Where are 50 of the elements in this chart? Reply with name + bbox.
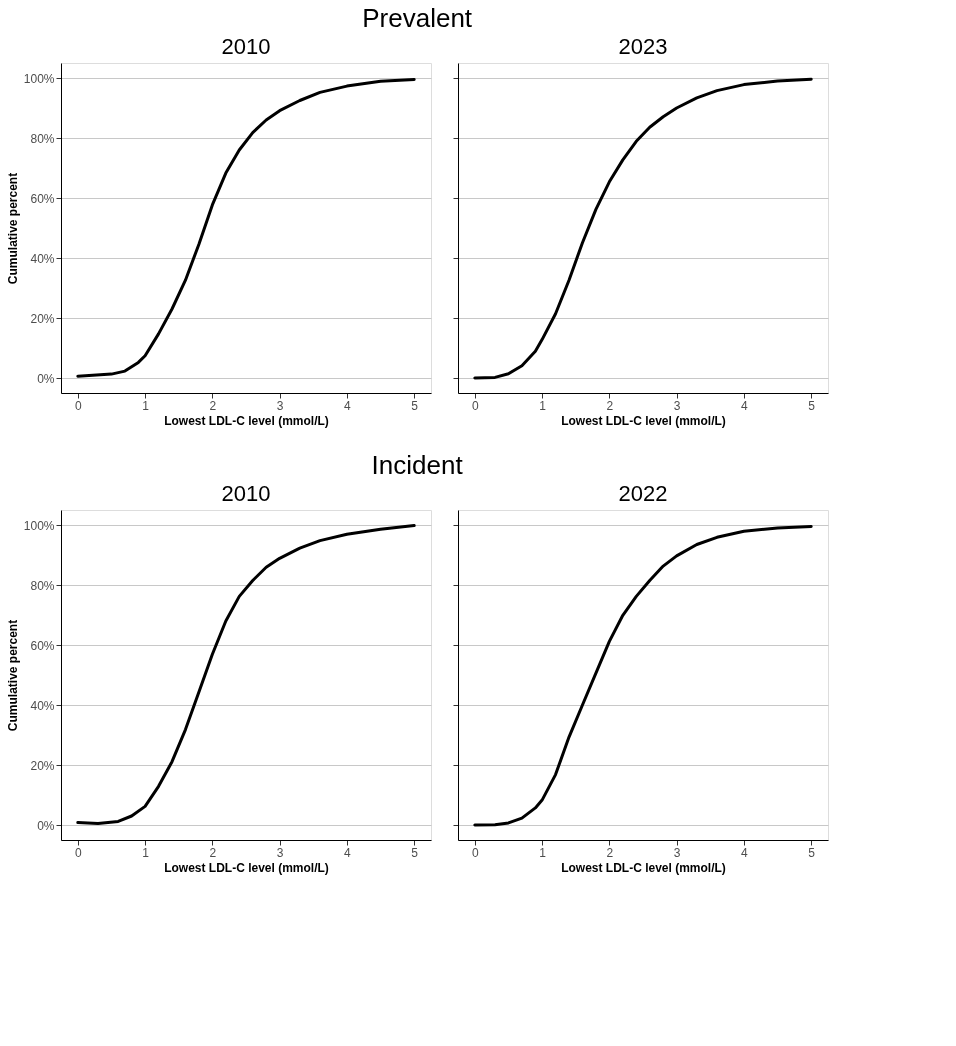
y-tick-label: 80% <box>30 131 55 146</box>
x-tick-label: 1 <box>142 398 150 413</box>
x-tick-label: 3 <box>673 845 681 860</box>
x-tick-label: 1 <box>539 398 547 413</box>
line-series <box>76 78 416 378</box>
x-tick-label: 2 <box>606 845 614 860</box>
chart-title: 2010 <box>221 34 271 59</box>
x-tick-label: 2 <box>606 398 614 413</box>
y-axis-title: Cumulative percent <box>5 172 20 285</box>
x-axis-title: Lowest LDL-C level (mmol/L) <box>164 413 329 428</box>
chart-title: 2023 <box>618 34 668 59</box>
y-tick-label: 0% <box>37 818 55 833</box>
x-tick-label: 0 <box>74 398 82 413</box>
text: Prevalent <box>362 2 473 33</box>
x-tick-label: 5 <box>411 398 419 413</box>
x-tick-label: 4 <box>344 398 352 413</box>
x-tick-label: 0 <box>74 845 82 860</box>
y-tick-label: 80% <box>30 578 55 593</box>
x-tick-label: 0 <box>471 845 479 860</box>
y-axis-title: Cumulative percent <box>5 619 20 732</box>
x-tick-label: 2 <box>209 398 217 413</box>
y-tick-label: 0% <box>37 371 55 386</box>
chart-title: 2010 <box>221 481 271 506</box>
x-tick-label: 3 <box>673 398 681 413</box>
x-tick-label: 4 <box>344 845 352 860</box>
x-axis-title: Lowest LDL-C level (mmol/L) <box>561 860 726 875</box>
x-tick-label: 1 <box>142 845 150 860</box>
x-tick-label: 1 <box>539 845 547 860</box>
x-tick-label: 3 <box>276 398 284 413</box>
text: Incident <box>371 449 464 480</box>
y-tick-label: 20% <box>30 311 55 326</box>
y-tick-label: 100% <box>23 71 55 86</box>
x-tick-label: 2 <box>209 845 217 860</box>
y-tick-label: 40% <box>30 698 55 713</box>
x-axis-title: Lowest LDL-C level (mmol/L) <box>164 860 329 875</box>
line-series <box>76 524 416 825</box>
y-tick-label: 60% <box>30 191 55 206</box>
y-tick-label: 60% <box>30 638 55 653</box>
x-tick-label: 4 <box>741 398 749 413</box>
chart-title: 2022 <box>618 481 668 506</box>
x-tick-label: 5 <box>808 398 816 413</box>
x-tick-label: 5 <box>808 845 816 860</box>
y-tick-label: 100% <box>23 518 55 533</box>
y-tick-label: 40% <box>30 251 55 266</box>
x-tick-label: 0 <box>471 398 479 413</box>
x-tick-label: 4 <box>741 845 749 860</box>
x-axis-title: Lowest LDL-C level (mmol/L) <box>561 413 726 428</box>
x-tick-label: 3 <box>276 845 284 860</box>
y-tick-label: 20% <box>30 758 55 773</box>
x-tick-label: 5 <box>411 845 419 860</box>
